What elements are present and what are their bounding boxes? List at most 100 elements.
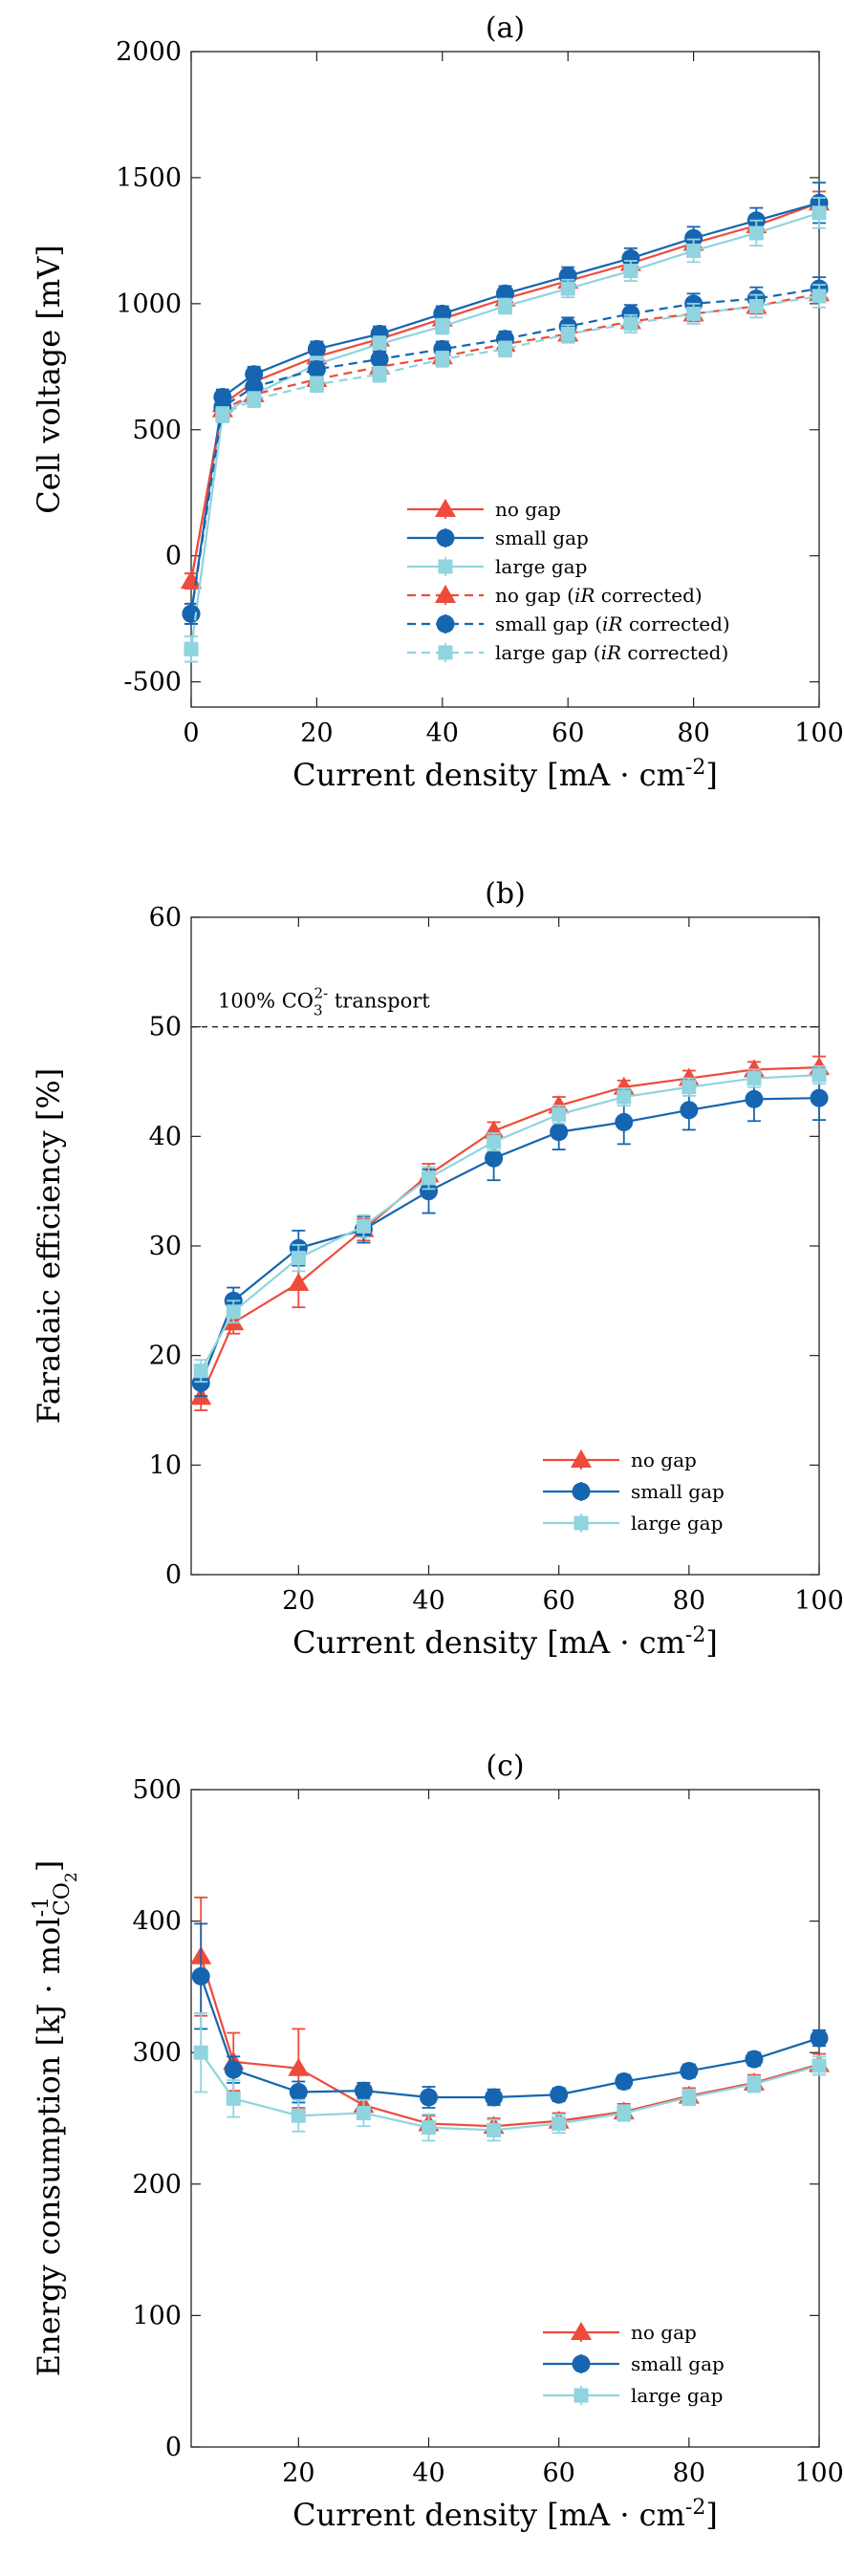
data-point (682, 2090, 697, 2105)
data-point (487, 2122, 502, 2137)
legend-marker (573, 2388, 589, 2403)
data-point (748, 225, 764, 241)
data-point (288, 1272, 310, 1291)
y-tick-label: 500 (132, 1775, 182, 1805)
legend-marker (436, 614, 455, 633)
data-point (812, 1067, 827, 1083)
y-axis-label-main: Energy consumption [kJ · mol (31, 1917, 67, 2376)
y-axis-label-main: Faradaic efficiency [%] (31, 1068, 67, 1425)
legend-label: small gap (631, 1480, 725, 1503)
y-tick-label: 30 (149, 1232, 182, 1261)
y-tick-label: 200 (132, 2170, 182, 2200)
data-point (552, 2116, 567, 2132)
x-tick-label: 20 (282, 2458, 314, 2488)
legend-label: no gap (631, 2321, 697, 2344)
series-2 (191, 1922, 829, 2109)
data-point (215, 407, 230, 422)
legend-label: large gap (iR corrected) (495, 641, 728, 664)
data-point (680, 1101, 699, 1120)
x-tick-label: 20 (300, 719, 333, 748)
data-point (485, 2088, 504, 2107)
x-tick-label: 80 (677, 719, 709, 748)
legend-label-em: iR (574, 584, 595, 607)
series-3 (193, 2012, 827, 2142)
annotation-sup: 2- (314, 985, 329, 1002)
legend-label: large gap (631, 1512, 723, 1535)
data-point (356, 2105, 371, 2120)
x-tick-label: 60 (542, 1586, 574, 1616)
data-point (291, 1251, 306, 1266)
data-point (485, 1148, 504, 1168)
x-tick-label: 0 (183, 719, 199, 748)
panel-title: (a) (486, 11, 525, 45)
legend-label: no gap (iR corrected) (495, 584, 703, 607)
data-point (288, 2057, 310, 2076)
legend-marker (435, 585, 456, 603)
legend-marker (571, 2322, 592, 2340)
x-axis-label-main: Current density [mA · cm (292, 1624, 685, 1661)
legend-marker (572, 1482, 591, 1501)
legend-label-post: corrected) (595, 584, 702, 607)
x-tick-label: 100 (794, 2458, 844, 2488)
x-axis-label-sup: -2 (685, 1623, 705, 1647)
x-axis-label-end: ] (705, 2497, 717, 2533)
data-point (247, 392, 262, 407)
legend-marker (572, 2354, 591, 2373)
legend-label-post: corrected) (621, 641, 728, 664)
x-tick-label: 100 (794, 1586, 844, 1616)
series-line (200, 1074, 820, 1372)
data-point (193, 2045, 208, 2060)
legend-label: small gap (iR corrected) (495, 612, 730, 635)
y-tick-label: 0 (165, 1560, 182, 1590)
y-tick-label: 0 (165, 542, 182, 571)
series-1 (190, 1055, 830, 1411)
chart-panel-2: (b) 20 40 60 80 100 0 10 20 30 40 50 60 Current densi… (31, 877, 844, 1661)
y-tick-label: 40 (149, 1122, 182, 1151)
y-tick-label: -500 (123, 668, 182, 698)
y-tick-label: 100 (132, 2301, 182, 2330)
y-axis-label-end: ] (31, 1860, 67, 1872)
legend-label: no gap (495, 498, 561, 521)
data-point (191, 1966, 210, 1986)
data-point (686, 243, 702, 258)
y-tick-label: 400 (132, 1907, 182, 1937)
data-point (309, 376, 324, 392)
legend-label: large gap (495, 555, 587, 578)
data-point (810, 1088, 829, 1107)
y-tick-label: 1500 (116, 163, 182, 193)
x-tick-label: 60 (542, 2458, 574, 2488)
y-axis-label: Energy consumption [kJ · mol-1CO2] (30, 1860, 81, 2376)
y-tick-label: 20 (149, 1342, 182, 1371)
data-point (623, 316, 638, 332)
data-point (745, 2050, 764, 2069)
data-point (686, 306, 702, 321)
y-tick-label: 10 (149, 1450, 182, 1480)
legend-label: small gap (631, 2352, 725, 2375)
plot-frame (190, 51, 820, 708)
x-tick-label: 60 (552, 719, 584, 748)
x-axis-label: Current density [mA · cm-2] (292, 2496, 718, 2533)
data-point (812, 205, 827, 221)
legend-label-em: iR (602, 612, 622, 635)
y-tick-label: 50 (149, 1013, 182, 1042)
y-axis-label: Faradaic efficiency [%] (31, 1068, 67, 1425)
data-point (420, 1182, 439, 1201)
data-point (560, 327, 575, 342)
data-point (747, 2076, 762, 2092)
data-point (621, 248, 640, 268)
data-point (747, 1071, 762, 1086)
data-point (617, 2105, 632, 2120)
legend-label: no gap (631, 1449, 697, 1471)
plot-frame (190, 1789, 820, 2448)
panel-title: (b) (485, 877, 526, 911)
data-point (615, 1112, 634, 1131)
data-point (550, 1123, 569, 1142)
y-tick-label: 2000 (116, 37, 182, 67)
legend-label: large gap (631, 2384, 723, 2407)
x-axis-label-main: Current density [mA · cm (292, 757, 685, 793)
annotation-sub: 3 (314, 1002, 323, 1020)
legend-marker (571, 1449, 592, 1468)
y-axis-label-sup: -1 (30, 1897, 54, 1917)
